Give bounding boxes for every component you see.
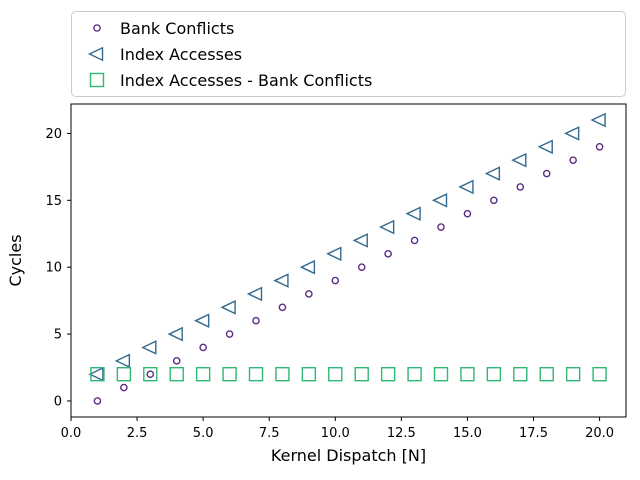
data-point-marker (595, 143, 604, 151)
x-tick-label: 20.0 (585, 426, 614, 441)
data-point-marker (460, 366, 475, 382)
data-point-marker (437, 223, 445, 231)
bank-conflicts-marker-icon (93, 24, 101, 32)
data-point-marker (592, 366, 607, 382)
data-point-marker (301, 366, 317, 382)
data-point-marker (590, 112, 606, 128)
data-point-marker (405, 206, 421, 221)
x-tick-label: 2.5 (127, 426, 148, 441)
data-point-marker (379, 219, 395, 235)
data-point-marker (569, 156, 577, 164)
data-point-marker (486, 366, 502, 382)
data-point-marker (433, 366, 449, 382)
data-point-marker (331, 276, 340, 285)
data-point-marker (380, 366, 396, 382)
data-point-marker (89, 72, 105, 88)
data-point-marker (169, 366, 184, 382)
data-point-marker (116, 366, 132, 382)
data-point-marker (88, 366, 104, 382)
data-point-marker (220, 300, 236, 315)
y-tick-label: 20 (45, 127, 62, 142)
data-point-marker (172, 357, 181, 365)
data-point-marker (564, 126, 580, 141)
data-point-marker (248, 366, 264, 382)
index-accesses-marker-icon (87, 46, 104, 62)
data-point-marker (141, 340, 157, 355)
data-point-marker (246, 286, 263, 302)
data-point-marker (225, 330, 234, 338)
data-point-marker (167, 326, 183, 342)
data-point-marker (354, 366, 369, 382)
data-point-marker (114, 353, 131, 369)
data-point-marker (305, 290, 313, 298)
data-point-marker (199, 343, 207, 352)
data-point-marker (410, 236, 419, 245)
data-point-marker (299, 259, 316, 275)
index-accesses-minus-bank-conflicts-marker-icon (89, 72, 105, 88)
data-point-marker (490, 196, 498, 205)
data-point-marker (511, 152, 527, 168)
data-point-marker (542, 169, 551, 178)
data-point-marker (357, 263, 366, 271)
y-axis-label: Cycles (6, 234, 25, 286)
legend-label: Index Accesses (120, 44, 243, 64)
data-point-marker (326, 246, 342, 262)
data-point-marker (275, 366, 290, 382)
data-point-marker (458, 179, 474, 195)
legend-label: Bank Conflicts (120, 18, 235, 38)
data-point-marker (93, 24, 101, 32)
data-point-marker (539, 366, 554, 382)
legend-entry-index-accesses-minus-bank-conflicts: Index Accesses - Bank Conflicts (72, 67, 625, 93)
x-tick-label: 17.5 (519, 426, 548, 441)
data-point-marker (328, 366, 343, 382)
data-point-marker (463, 209, 472, 218)
y-tick-label: 15 (45, 194, 62, 209)
x-tick-label: 5.0 (193, 426, 214, 441)
data-point-marker (252, 316, 260, 325)
y-tick-label: 10 (45, 261, 62, 276)
x-tick-label: 12.5 (387, 426, 416, 441)
x-axis-label: Kernel Dispatch [N] (271, 446, 426, 465)
data-point-marker (195, 366, 211, 382)
legend-entry-index-accesses: Index Accesses (72, 41, 625, 67)
data-point-marker (273, 273, 289, 288)
data-point-marker (93, 397, 102, 405)
data-point-marker (484, 166, 501, 181)
legend: Bank Conflicts Index Accesses Index Acce… (71, 11, 626, 97)
series-bank-conflicts (93, 143, 604, 405)
x-tick-label: 0.0 (61, 426, 82, 441)
y-tick-label: 5 (54, 328, 62, 343)
series-index-accesses-bank-conflicts (90, 366, 607, 382)
data-point-marker (513, 366, 528, 382)
data-point-marker (384, 250, 392, 258)
legend-entry-bank-conflicts: Bank Conflicts (72, 15, 625, 41)
x-tick-label: 7.5 (259, 426, 280, 441)
data-point-marker (194, 313, 210, 329)
data-point-marker (87, 46, 104, 62)
data-point-marker (278, 303, 287, 312)
data-point-marker (537, 139, 553, 155)
data-point-marker (431, 192, 448, 208)
data-point-marker (407, 366, 422, 382)
data-point-marker (146, 370, 155, 378)
data-point-marker (120, 383, 128, 392)
data-point-marker (90, 366, 105, 382)
series-index-accesses (88, 112, 606, 382)
x-tick-label: 15.0 (453, 426, 482, 441)
data-point-marker (222, 366, 237, 382)
y-tick-label: 0 (54, 394, 62, 409)
data-point-marker (565, 366, 581, 382)
legend-label: Index Accesses - Bank Conflicts (120, 70, 373, 90)
data-point-marker (143, 366, 158, 382)
plot-frame (70, 103, 627, 418)
x-tick-label: 10.0 (321, 426, 350, 441)
data-point-marker (352, 233, 368, 248)
data-point-marker (516, 183, 525, 191)
